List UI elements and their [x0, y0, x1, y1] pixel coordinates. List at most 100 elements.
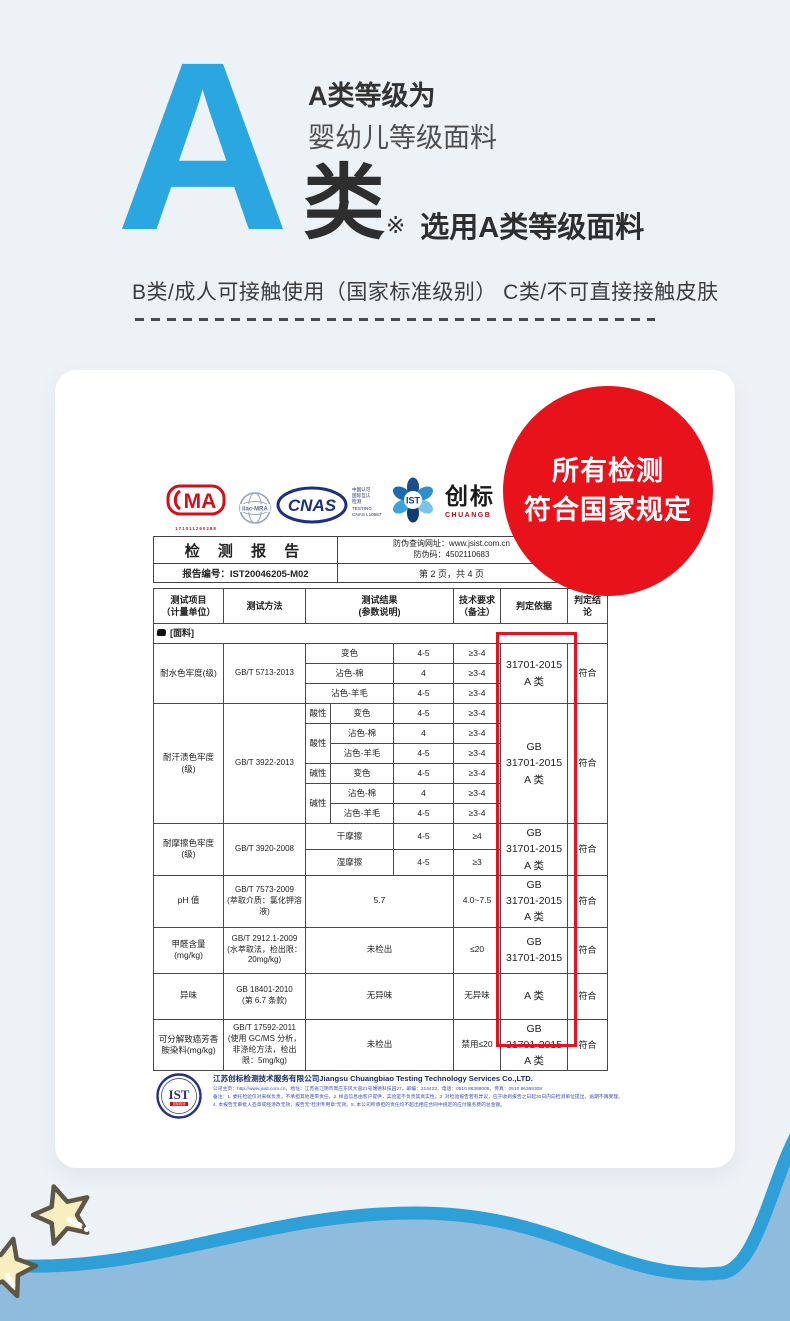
report-number: 报告编号：IST20046205-M02 [154, 564, 338, 582]
table-basis-cell: GB 31701-2015 A 类 [500, 823, 569, 876]
table-result-cell: 湿摩擦 [305, 848, 394, 876]
grade-char: 类 [303, 158, 386, 249]
table-prefix-cell: 碱性 [305, 783, 331, 824]
table-req-cell: ≥3-4 [453, 783, 502, 804]
grade-title: A类等级为 [308, 81, 436, 111]
table-header-row: 测试项目 （计量单位） 测试方法 测试结果 (参数说明) 技术要求 （备注） 判… [153, 588, 609, 624]
table-value-cell: 4-5 [392, 763, 455, 784]
cnas-side-text: 中国认可 国际互认 检测 TESTING CNAS L10567 [352, 487, 382, 517]
table-method-cell: GB/T 3920-2008 [223, 823, 306, 876]
table-result-cell: 沾色-棉 [330, 723, 394, 744]
table-verdict-cell: 符合 [567, 643, 609, 704]
col-header-method: 测试方法 [223, 588, 306, 624]
page-indicator: 第 2 页，共 4 页 [338, 564, 566, 582]
section-label: [面料] [170, 628, 194, 639]
results-table: 测试项目 （计量单位） 测试方法 测试结果 (参数说明) 技术要求 （备注） 判… [152, 588, 609, 1072]
table-row: 沾色-羊毛 4-5 ≥3-4 [154, 743, 608, 764]
table-result-cell: 未检出 [304, 926, 455, 974]
table-value-cell: 4-5 [392, 643, 455, 664]
table-req-cell: ≥3-4 [453, 643, 502, 664]
table-row: 沾色-棉 4 ≥3-4 [154, 663, 608, 684]
cma-number: 171011260288 [175, 526, 217, 531]
table-value-cell: 4-5 [392, 683, 455, 704]
table-item-cell: 耐汗渍色牢度 (级) [153, 703, 224, 824]
footer-note1: 备注：1. 委托检验仅对来样负责，不承担其他连带责任。2. 样品信息由客户提供，… [213, 1095, 623, 1101]
report-card: MA 171011260288 ilac-MRA CNAS 中国认可 国际互认 … [55, 370, 735, 1168]
col-header-result: 测试结果 (参数说明) [304, 588, 455, 624]
table-method-cell: GB/T 2912.1-2009 (水萃取法，检出限：20mg/kg) [223, 926, 306, 974]
col-header-requirement: 技术要求 （备注） [453, 588, 502, 624]
table-basis-cell: 31701-2015 A 类 [500, 643, 569, 704]
table-row: 耐汗渍色牢度 (级) GB/T 3922-2013 酸性 变色 4-5 ≥3-4 GB 31… [153, 703, 609, 824]
table-item-cell: 甲醛含量 (mg/kg) [153, 926, 224, 974]
table-result-cell: 沾色-羊毛 [330, 803, 394, 824]
table-method-cell: GB/T 7573-2009 (萃取介质：氯化钾溶液) [223, 874, 306, 928]
table-prefix-cell: 酸性 [305, 723, 331, 764]
table-prefix-cell: 碱性 [305, 763, 331, 784]
table-req-cell: ≥3-4 [453, 683, 502, 704]
table-value-cell: 4-5 [392, 743, 455, 764]
table-item-cell: 耐水色牢度(级) [153, 643, 224, 704]
cnas-logo: CNAS [275, 484, 349, 531]
table-row: pH 值 GB/T 7573-2009 (萃取介质：氯化钾溶液) 5.7 4.0~7.… [153, 874, 609, 928]
table-row: 可分解致癌芳香 胺染料(mg/kg) GB/T 17592-2011 (使用 GC… [153, 1018, 609, 1072]
table-result-cell: 沾色-羊毛 [330, 743, 394, 764]
svg-text:MA: MA [184, 490, 217, 513]
table-row: 异味 GB 18401-2010 (第 6.7 条款) 无异味 无异味 A 类符合 [153, 972, 609, 1020]
antifake-code: 防伪码：4502110683 [413, 550, 490, 559]
grade-description: B类/成人可接触使用（国家标准级别） C类/不可直接接触皮肤 [132, 281, 719, 304]
table-value-cell: 4-5 [392, 823, 455, 850]
star-icon [0, 1236, 39, 1299]
stamp-sub-label: 创标检测 [173, 1101, 186, 1106]
table-result-cell: 沾色-棉 [330, 783, 394, 804]
ist-stamp: IST 创标检测 [155, 1072, 203, 1125]
table-req-cell: ≥3-4 [453, 803, 502, 824]
table-method-cell: GB/T 5713-2013 [223, 643, 306, 704]
grade-letter-a: A [116, 12, 290, 280]
table-prefix-cell: 酸性 [305, 703, 331, 724]
star-icon [30, 1184, 90, 1246]
results-table-wrap: 测试项目 （计量单位） 测试方法 测试结果 (参数说明) 技术要求 （备注） 判… [152, 588, 609, 1072]
wave-decoration [0, 1133, 790, 1321]
table-result-cell: 未检出 [304, 1018, 455, 1072]
table-verdict-cell: 符合 [567, 972, 609, 1020]
table-req-cell: ≥3 [453, 848, 502, 876]
table-row: 沾色-羊毛 4-5 ≥3-4 [154, 803, 608, 824]
badge-line1: 所有检测 [552, 455, 664, 486]
table-method-cell: GB/T 3922-2013 [223, 703, 306, 824]
table-item-cell: 可分解致癌芳香 胺染料(mg/kg) [153, 1018, 224, 1072]
table-req-cell: ≥4 [453, 823, 502, 850]
col-header-item: 测试项目 （计量单位） [153, 588, 224, 624]
table-verdict-cell: 符合 [567, 874, 609, 928]
brand-logo: 创标 CHUANGB [445, 477, 495, 519]
footer-text: 江苏创标检测技术服务有限公司Jiangsu Chuangbiao Testing… [213, 1073, 688, 1110]
table-row: 沾色-羊毛 4-5 ≥3-4 [154, 683, 608, 704]
compliance-badge: 所有检测 符合国家规定 [503, 386, 713, 596]
table-value-cell: 4 [392, 723, 455, 744]
table-row: 酸性 沾色-棉 4 ≥3-4 [154, 723, 608, 764]
antifake-url: 防伪查询网址：www.jsist.com.cn [393, 539, 510, 549]
table-row: 碱性 变色 4-5 ≥3-4 [154, 763, 608, 784]
table-result-cell: 沾色-羊毛 [305, 683, 394, 704]
table-result-cell: 变色 [330, 703, 394, 724]
table-req-cell: ≥3-4 [453, 663, 502, 684]
table-req-cell: 禁用≤20 [453, 1018, 502, 1072]
fabric-section-icon [156, 629, 167, 637]
grade-note: ※ 选用A类等级面料 [386, 206, 644, 245]
footer-note2: 4. 本报告无审批人签章或经涂改无效，报告无“检测专用章”无效。5. 本公司所承… [213, 1103, 506, 1109]
table-value-cell: 4-5 [392, 703, 455, 724]
reference-mark-icon: ※ [386, 211, 406, 238]
table-req-cell: 无异味 [453, 972, 502, 1020]
table-req-cell: 4.0~7.5 [453, 874, 502, 928]
table-basis-cell: GB 31701-2015 A 类 [500, 703, 569, 824]
badge-line2: 符合国家规定 [524, 495, 692, 525]
table-verdict-cell: 符合 [567, 703, 609, 824]
ist-label: IST [406, 496, 421, 506]
table-row: 湿摩擦 4-5 ≥3 [154, 848, 608, 876]
company-contact: 公司主页：http://www.jsist.com.cn，地址：江苏省江阴市周庄… [213, 1087, 542, 1092]
table-req-cell: ≥3-4 [453, 703, 502, 724]
ilac-label: ilac-MRA [242, 507, 268, 513]
table-row: 碱性 沾色-棉 4 ≥3-4 [154, 783, 608, 824]
col-header-basis: 判定依据 [500, 588, 569, 624]
